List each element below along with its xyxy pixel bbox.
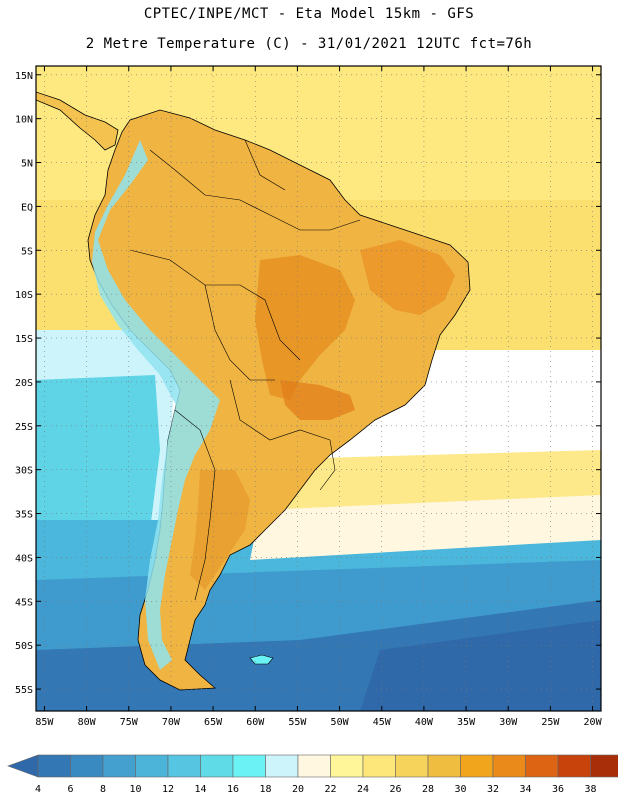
- lon-tick-label: 75W: [120, 717, 139, 728]
- lat-tick-label: 20S: [15, 378, 33, 389]
- legend-color-box: [265, 754, 299, 778]
- legend-label: 20: [292, 784, 304, 795]
- andes-cool-zone: [92, 140, 220, 670]
- lat-tick-label: 10S: [15, 290, 33, 301]
- legend-label: 8: [100, 784, 106, 795]
- legend-color-box: [330, 754, 364, 778]
- country-borders: [129, 139, 361, 601]
- lon-tick-label: 40W: [415, 717, 434, 728]
- legend-color-box: [460, 754, 494, 778]
- lat-tick-label: 10N: [15, 115, 33, 126]
- legend-color-box: [200, 754, 234, 778]
- map-frame: [35, 65, 602, 712]
- lon-tick-label: 70W: [162, 717, 181, 728]
- lon-tick-label: 65W: [204, 717, 223, 728]
- legend-label: 24: [357, 784, 369, 795]
- lat-tick-label: 55S: [15, 685, 33, 696]
- legend-color-box: [167, 754, 201, 778]
- legend-color-box: [395, 754, 429, 778]
- lon-tick-label: 45W: [373, 717, 392, 728]
- legend-color-box: [525, 754, 559, 778]
- legend-color-box: [362, 754, 396, 778]
- lon-tick-label: 20W: [584, 717, 603, 728]
- lat-tick-label: 5N: [21, 159, 33, 170]
- lat-tick-label: 25S: [15, 422, 33, 433]
- legend-label: 32: [487, 784, 499, 795]
- lat-tick-label: 5S: [21, 246, 33, 257]
- lat-tick-label: 45S: [15, 597, 33, 608]
- lat-tick-label: EQ: [21, 202, 33, 213]
- lon-tick-label: 55W: [288, 717, 307, 728]
- lat-tick-label: 50S: [15, 641, 33, 652]
- legend-color-box: [492, 754, 526, 778]
- legend-color-box: [232, 754, 266, 778]
- legend-label: 10: [129, 784, 141, 795]
- legend-label: 22: [324, 784, 336, 795]
- legend-label: 30: [454, 784, 466, 795]
- hot-interior-zone: [255, 255, 355, 400]
- lon-tick-label: 85W: [35, 717, 54, 728]
- legend-color-box: [102, 754, 136, 778]
- legend-label: 26: [389, 784, 401, 795]
- legend-label: 28: [422, 784, 434, 795]
- lon-tick-label: 25W: [541, 717, 560, 728]
- hot-northeast-zone: [360, 240, 455, 315]
- legend-label: 34: [519, 784, 531, 795]
- legend-color-box: [590, 754, 618, 778]
- graticule: [36, 66, 601, 711]
- legend-label: 14: [194, 784, 206, 795]
- map-subtitle: 2 Metre Temperature (C) - 31/01/2021 12U…: [85, 36, 533, 52]
- legend-under-arrow: [7, 754, 39, 778]
- falkland-islands: [249, 654, 274, 665]
- hot-south-zone: [280, 380, 355, 420]
- legend-label: 6: [67, 784, 73, 795]
- legend-label: 36: [552, 784, 564, 795]
- ocean-field-south-atlantic-cool: [250, 495, 601, 560]
- lat-tick-label: 35S: [15, 510, 33, 521]
- legend-color-box: [427, 754, 461, 778]
- legend-label: 12: [162, 784, 174, 795]
- legend-color-box: [135, 754, 169, 778]
- map-title: CPTEC/INPE/MCT - Eta Model 15km - GFS: [143, 6, 475, 22]
- legend-label: 38: [584, 784, 596, 795]
- lat-tick-label: 15S: [15, 334, 33, 345]
- legend-color-box: [70, 754, 104, 778]
- legend-color-box: [37, 754, 71, 778]
- legend-color-box: [297, 754, 331, 778]
- lon-tick-label: 50W: [331, 717, 350, 728]
- legend-color-box: [557, 754, 591, 778]
- lat-tick-label: 30S: [15, 466, 33, 477]
- lat-tick-label: 40S: [15, 553, 33, 564]
- legend-label: 4: [35, 784, 41, 795]
- legend-label: 16: [227, 784, 239, 795]
- lon-tick-label: 80W: [78, 717, 97, 728]
- central-america-land: [36, 91, 119, 151]
- lon-tick-label: 30W: [499, 717, 518, 728]
- ocean-field-deep-polar: [360, 620, 601, 711]
- lon-tick-label: 35W: [457, 717, 476, 728]
- lon-tick-label: 60W: [246, 717, 265, 728]
- legend-label: 18: [259, 784, 271, 795]
- lat-tick-label: 15N: [15, 71, 33, 82]
